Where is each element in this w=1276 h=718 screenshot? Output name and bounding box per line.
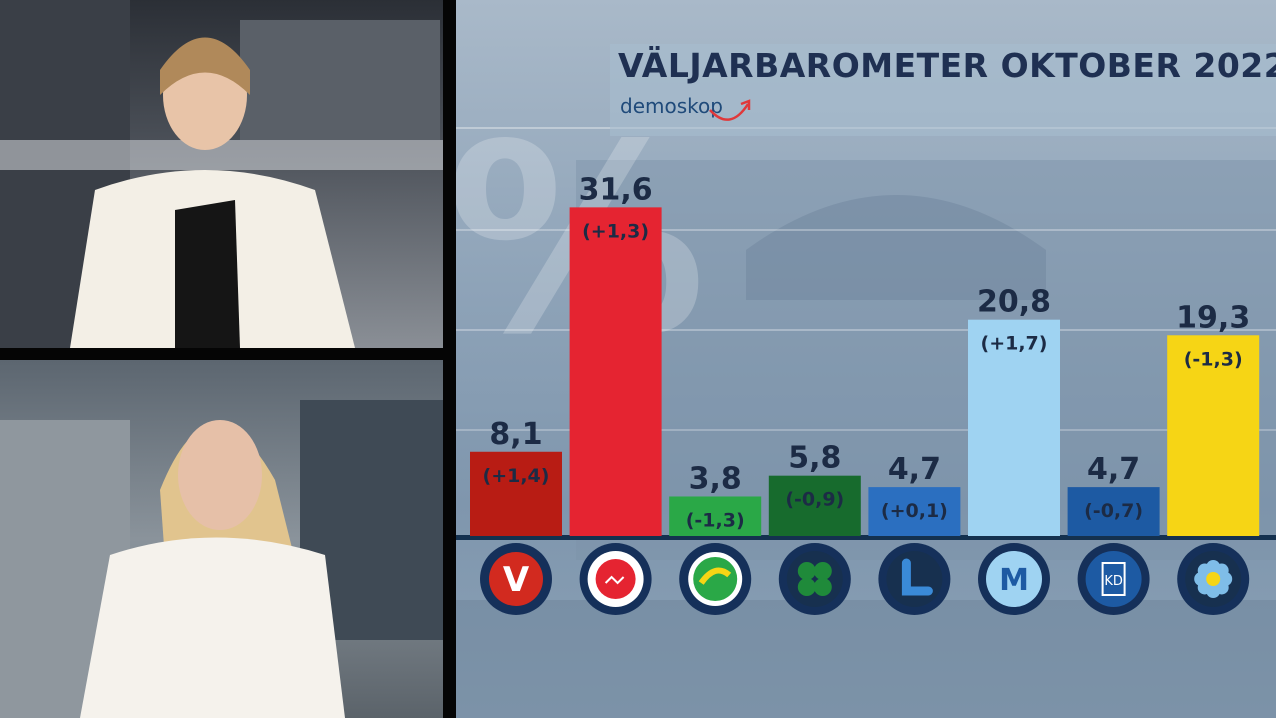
sd-logo-petal xyxy=(1214,563,1229,578)
m-logo-fill xyxy=(986,551,1042,607)
change-label-l: (+0,1) xyxy=(881,500,948,522)
v-logo-fill xyxy=(489,552,543,606)
presenter-figure xyxy=(0,0,443,348)
video-feed-presenter xyxy=(0,0,443,348)
c-logo-leaf xyxy=(813,578,832,596)
pollster-logo-arrow-icon xyxy=(709,99,751,121)
bar-sd xyxy=(1167,335,1260,536)
bar-m xyxy=(968,319,1060,536)
value-label-l: 4,7 xyxy=(888,452,941,487)
kd-logo-letters: KD xyxy=(1104,574,1123,589)
panel-divider-horizontal xyxy=(0,348,443,360)
panel-divider-vertical xyxy=(443,0,456,718)
s-logo-rose xyxy=(595,559,636,599)
chart-title: VÄLJARBAROMETER OKTOBER 2022 xyxy=(618,46,1276,85)
pollster-logo: demoskop xyxy=(620,94,723,118)
mp-logo-ring xyxy=(693,557,738,601)
l-logo-fill xyxy=(886,551,943,607)
v-logo-letter: V xyxy=(503,560,530,600)
value-label-m: 20,8 xyxy=(977,285,1051,320)
change-label-v: (+1,4) xyxy=(483,465,550,487)
value-label-sd: 19,3 xyxy=(1176,300,1250,335)
value-label-c: 5,8 xyxy=(788,441,841,476)
m-logo-letter: M xyxy=(999,563,1029,598)
video-feed-guest xyxy=(0,360,443,718)
l-logo-letter xyxy=(901,558,933,596)
chart-title-box xyxy=(610,44,1276,136)
value-label-kd: 4,7 xyxy=(1087,452,1140,487)
c-logo-leaf xyxy=(813,562,832,580)
change-label-s: (+1,3) xyxy=(582,220,649,242)
guest-figure xyxy=(0,400,443,718)
sd-logo-center xyxy=(1206,572,1221,586)
change-label-sd: (-1,3) xyxy=(1184,348,1243,370)
change-label-mp: (-1,3) xyxy=(686,509,745,531)
bar-l xyxy=(868,487,961,536)
change-label-c: (-0,9) xyxy=(785,489,844,511)
kd-logo-fill xyxy=(1085,551,1142,607)
change-label-m: (+1,7) xyxy=(981,333,1048,355)
bar-kd xyxy=(1067,487,1160,536)
mp-logo-sunflower xyxy=(698,567,732,585)
value-label-s: 31,6 xyxy=(579,172,653,207)
c-logo-leaf xyxy=(797,562,816,580)
s-logo-petal xyxy=(604,575,625,585)
value-label-v: 8,1 xyxy=(489,417,542,452)
kd-logo-frame xyxy=(1101,562,1126,596)
change-label-kd: (-0,7) xyxy=(1084,500,1143,522)
bar-mp xyxy=(669,496,762,536)
chart-baseline xyxy=(456,535,1276,540)
bar-v xyxy=(470,451,562,536)
c-logo-fill xyxy=(786,551,843,607)
bar-c xyxy=(768,475,861,536)
c-logo-leaf xyxy=(797,578,816,596)
bar-s xyxy=(569,207,662,537)
value-label-mp: 3,8 xyxy=(689,461,742,496)
